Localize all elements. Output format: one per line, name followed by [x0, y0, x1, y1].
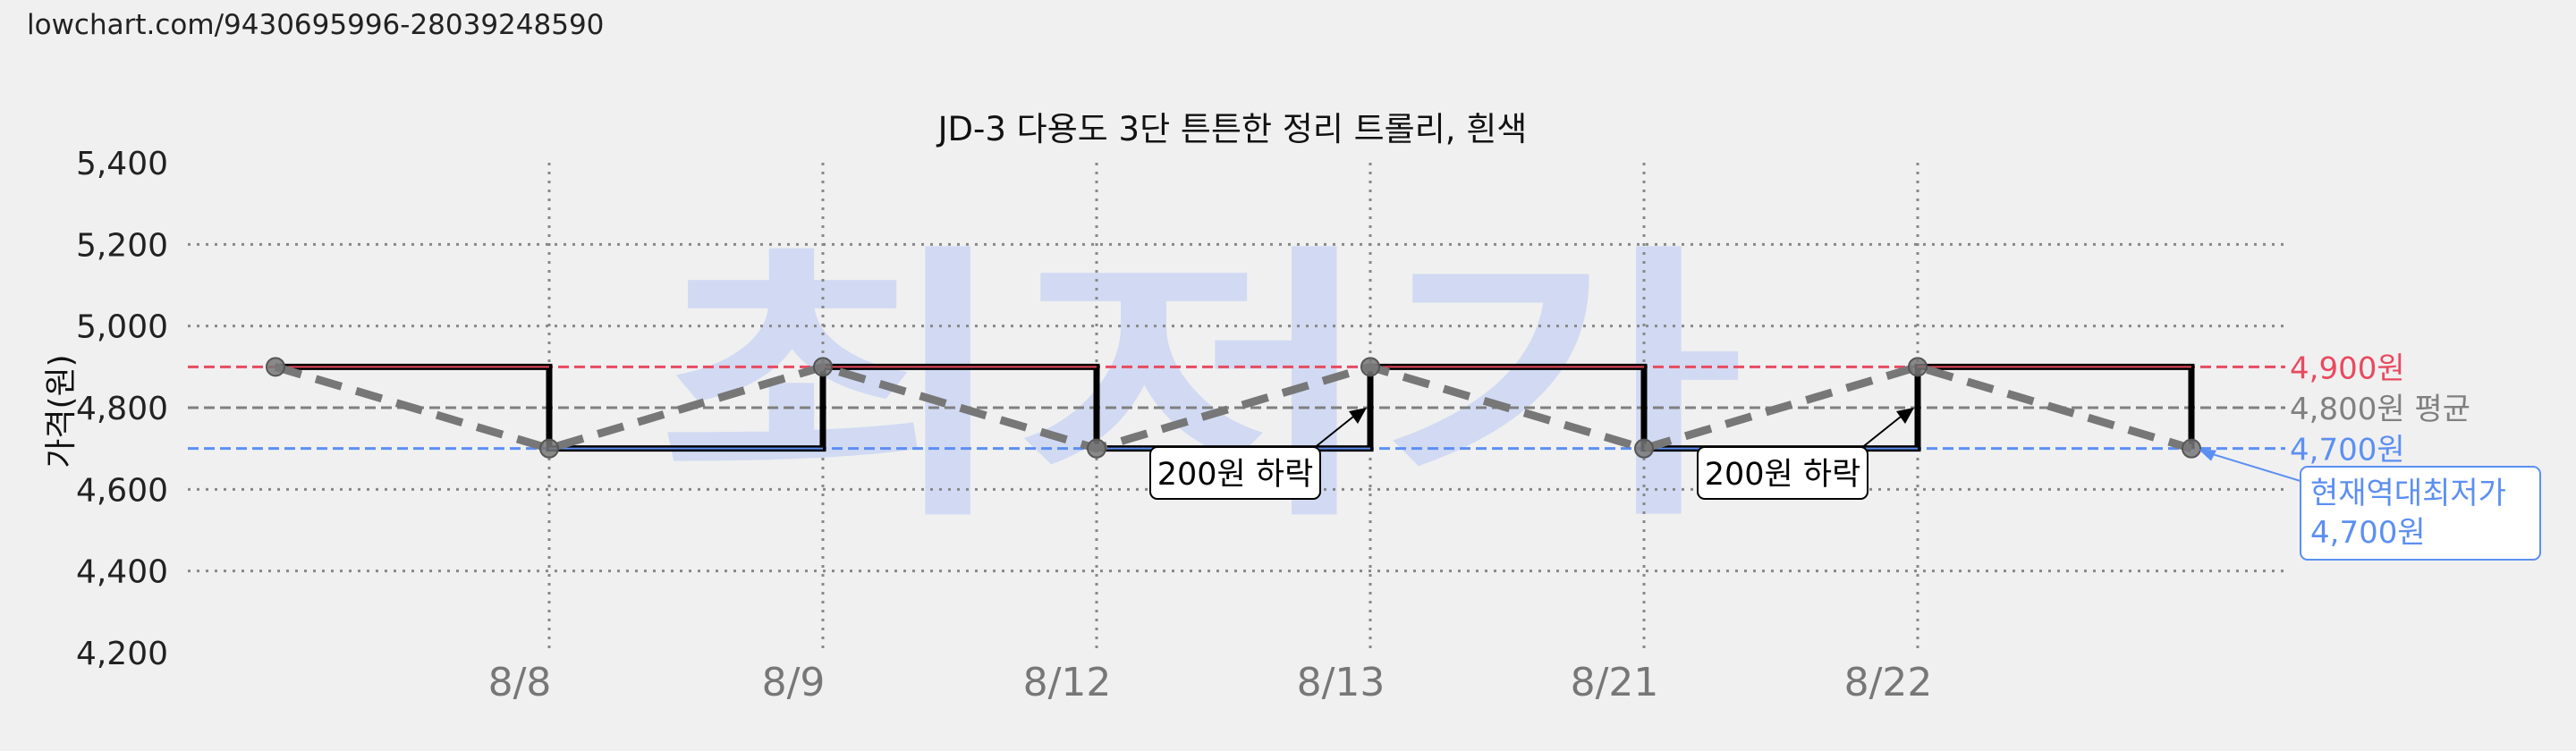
reference-label: 4,900원 — [2290, 350, 2405, 386]
annotation-box — [1149, 446, 1321, 500]
annotation-box — [1697, 446, 1868, 500]
annotation-arrow-head — [1349, 408, 1367, 424]
annotation-text: 200원 하락 — [1705, 457, 1861, 493]
drop-annotation: 200원 하락 — [1697, 408, 1914, 500]
data-point — [1087, 438, 1106, 459]
data-point — [2182, 438, 2201, 459]
series — [266, 357, 2201, 459]
y-tick-label: 4,600 — [76, 472, 168, 509]
drop-annotation: 200원 하락 — [1149, 408, 1367, 500]
callout-box — [2300, 466, 2541, 561]
x-tick-label: 8/21 — [1571, 660, 1659, 705]
chart-title: JD-3 다용도 3단 튼튼한 정리 트롤리, 흰색 — [936, 110, 1528, 148]
data-point — [1634, 438, 1654, 459]
callout-arrow-head — [2199, 449, 2216, 461]
x-tick-label: 8/13 — [1297, 660, 1385, 705]
callout-label: 현재역대최저가 — [2310, 476, 2506, 511]
callout-arrow-line — [2205, 451, 2301, 482]
annotation-arrow-line — [1860, 412, 1906, 450]
x-tick-label: 8/22 — [1844, 660, 1933, 705]
callout-value: 4,700원 — [2310, 515, 2426, 551]
y-axis-label: 가격(원) — [43, 354, 80, 468]
y-tick-label: 5,200 — [76, 227, 168, 264]
page-url: lowchart.com/9430695996-28039248590 — [27, 9, 604, 41]
y-tick-label: 4,200 — [76, 636, 168, 672]
y-tick-label: 4,800 — [76, 391, 168, 427]
data-point — [266, 357, 285, 377]
y-tick-label: 5,000 — [76, 309, 168, 346]
reference-label: 4,700원 — [2290, 433, 2405, 468]
current-low-callout: 현재역대최저가 4,700원 — [2199, 449, 2541, 561]
x-tick-label: 8/12 — [1023, 660, 1112, 705]
watermark: 최저가 — [653, 223, 1744, 555]
annotation-arrow-line — [1312, 412, 1359, 450]
data-point — [1360, 357, 1380, 377]
data-point — [539, 438, 559, 459]
y-tick-label: 4,400 — [76, 554, 168, 591]
x-tick-label: 8/8 — [488, 660, 552, 705]
trend-line — [274, 362, 2193, 453]
ticks: 4,200 4,400 4,600 4,800 5,000 5,200 5,400 8/8 8/… — [76, 146, 1932, 705]
y-tick-label: 5,400 — [76, 146, 168, 182]
annotation-text: 200원 하락 — [1157, 457, 1314, 493]
annotation-arrow-head — [1896, 408, 1914, 424]
data-point — [813, 357, 833, 377]
data-point — [1908, 357, 1928, 377]
x-tick-label: 8/9 — [762, 660, 826, 705]
reference-label: 4,800원 평균 — [2290, 392, 2470, 427]
